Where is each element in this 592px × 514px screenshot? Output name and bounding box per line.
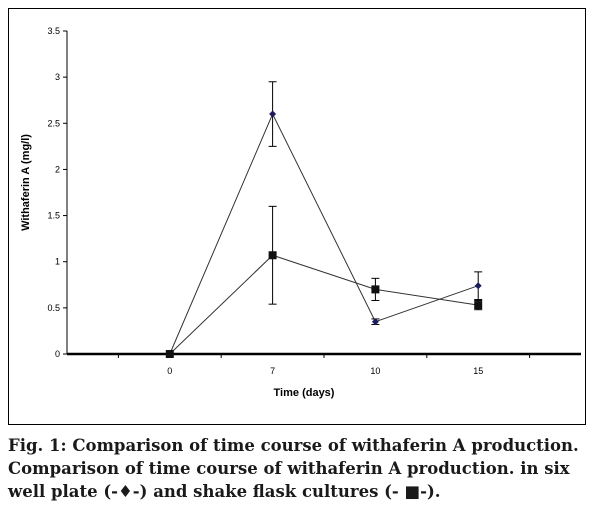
- x-tick-label: 0: [167, 366, 172, 376]
- series-line: [169, 112, 479, 355]
- series-six-well-plate: [166, 81, 483, 358]
- y-tick-label: 3: [55, 72, 60, 82]
- y-tick-label: 3.5: [47, 26, 60, 36]
- series-line: [169, 254, 479, 355]
- chart-svg: 0 0.5 1 1.5 2 2.5 3 3.5 0 7 10 15 Time (days) Witha…: [20, 26, 581, 399]
- y-tick-label: 1.5: [47, 211, 60, 221]
- data-point-square: [165, 350, 174, 358]
- series-shake-flask: [165, 205, 483, 358]
- x-tick-label: 15: [473, 366, 483, 376]
- y-tick-label: 2.5: [47, 118, 60, 128]
- caption-line-1: Fig. 1: Comparison of time course of wit…: [8, 436, 579, 455]
- data-point-diamond: [474, 282, 482, 290]
- labels-layer: Time (days) Withaferin A (mg/l): [20, 134, 335, 399]
- y-tick-label: 0.5: [47, 303, 60, 313]
- y-tick-label: 2: [55, 164, 60, 174]
- y-tick-label: 1: [55, 257, 60, 267]
- x-axis-title: Time (days): [274, 387, 335, 399]
- series-layer: [165, 81, 483, 358]
- x-tick-label: 7: [270, 366, 275, 376]
- data-point-square: [268, 251, 277, 260]
- x-tick-label: 10: [370, 366, 380, 376]
- data-point-diamond: [269, 110, 277, 118]
- y-axis-title: Withaferin A (mg/l): [20, 134, 32, 231]
- data-point-diamond: [371, 318, 379, 326]
- y-tick-label: 0: [55, 349, 60, 359]
- chart-frame: 0 0.5 1 1.5 2 2.5 3 3.5 0 7 10 15 Time (days) Witha…: [8, 8, 586, 425]
- figure-caption: Fig. 1: Comparison of time course of wit…: [8, 434, 586, 503]
- data-point-square: [474, 301, 483, 310]
- caption-line-2: Comparison of time course of withaferin …: [8, 459, 570, 478]
- caption-line-3: well plate (-♦-) and shake flask culture…: [8, 482, 441, 501]
- axes: 0 0.5 1 1.5 2 2.5 3 3.5 0 7 10 15: [47, 26, 581, 376]
- data-point-square: [371, 285, 380, 294]
